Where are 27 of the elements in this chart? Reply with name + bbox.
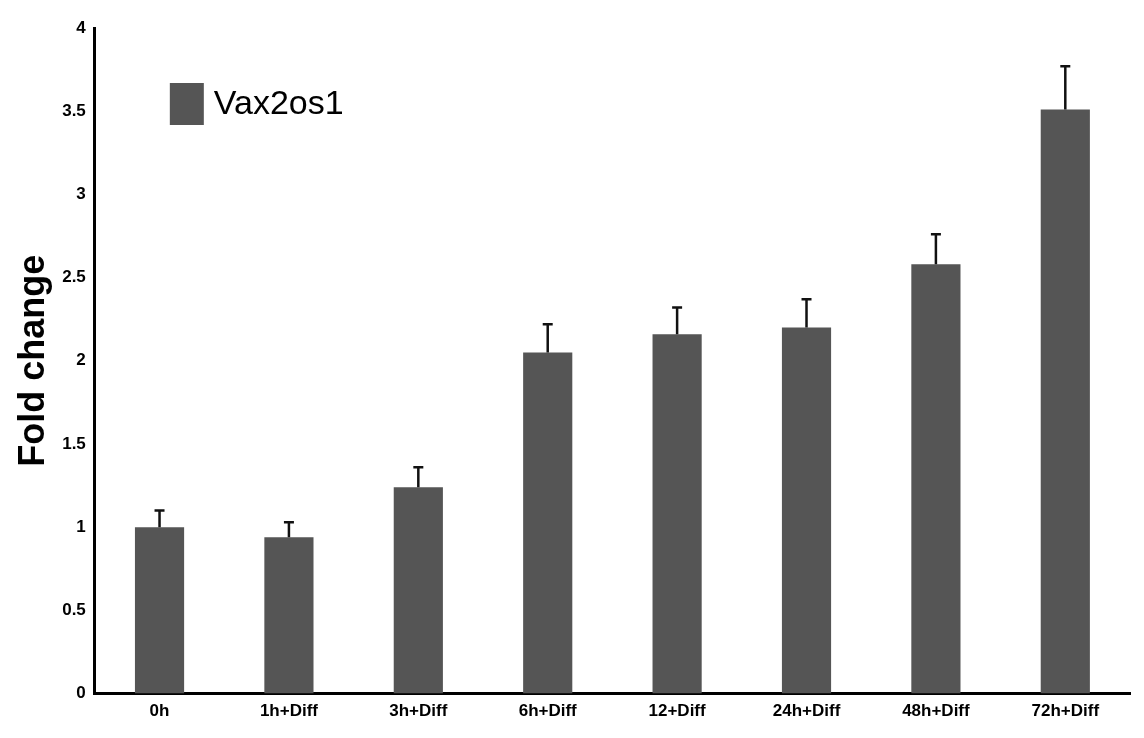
x-tick-label: 6h+Diff — [518, 701, 578, 721]
y-tick-label: 4 — [76, 17, 87, 37]
y-tick-label: 0 — [76, 683, 86, 703]
x-tick-label: 0h — [149, 701, 170, 721]
bar — [393, 487, 443, 694]
x-tick-label: 72h+Diff — [1031, 701, 1100, 721]
y-tick-label: 3.5 — [62, 100, 86, 120]
y-tick-label: 2.5 — [62, 267, 86, 287]
bar — [264, 537, 314, 694]
bar — [781, 327, 832, 694]
y-tick-label: 1 — [76, 516, 86, 536]
y-tick-label: 1.5 — [62, 433, 86, 453]
bar — [911, 264, 961, 694]
x-tick-label: 12+Diff — [648, 701, 707, 721]
bar — [652, 334, 702, 694]
bar — [523, 352, 573, 694]
y-tick-label: 0.5 — [62, 600, 86, 620]
x-tick-label: 1h+Diff — [259, 701, 319, 721]
y-axis-title: Fold change — [10, 254, 52, 467]
x-tick-label: 3h+Diff — [389, 701, 448, 721]
legend-label: Vax2os1 — [213, 83, 344, 122]
x-tick-label: 48h+Diff — [902, 701, 971, 721]
y-tick-label: 2 — [76, 350, 86, 370]
bar — [1040, 109, 1090, 694]
x-tick-label: 24h+Diff — [772, 701, 841, 721]
bar — [134, 527, 185, 694]
y-tick-label: 3 — [76, 184, 86, 204]
